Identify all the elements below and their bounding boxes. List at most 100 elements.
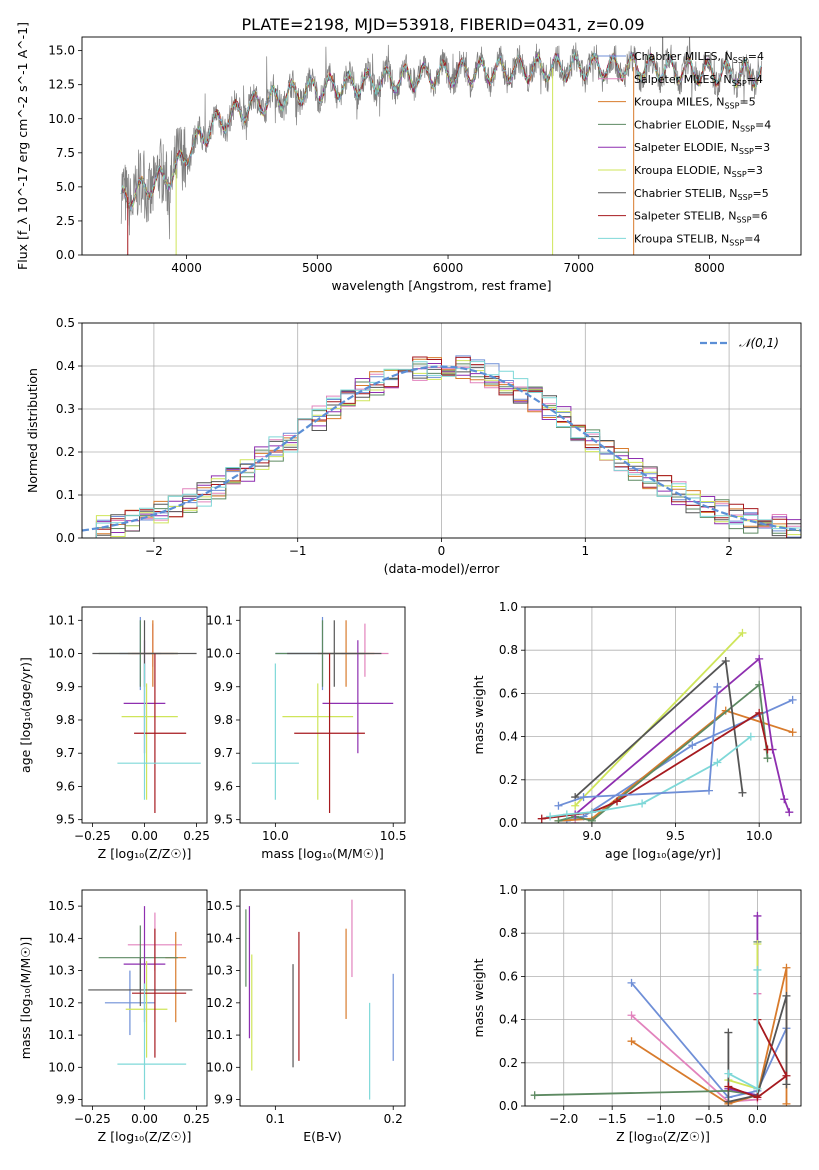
y-tick-label: 0.4 [499,1013,518,1027]
weight-point-marker [724,1069,733,1078]
weight-point-marker [530,1091,539,1100]
y-tick-label: 9.7 [56,746,75,760]
y-tick-label: 9.6 [56,779,75,793]
axes-frame [81,36,802,256]
weight-point-marker [782,963,791,972]
weight-point-marker [753,940,762,948]
y-tick-label: 0.1 [56,488,75,502]
weight-point-marker [613,797,621,806]
x-tick-label: 5000 [302,261,333,275]
y-tick-label: 9.9 [56,680,75,694]
axes-frame [524,889,802,1107]
x-tick-label: 1 [581,544,589,558]
legend-label: Salpeter MILES, NSSP=4 [634,73,763,88]
y-tick-label: 9.6 [214,779,233,793]
y-tick-label: 0.0 [499,816,518,830]
weight-point-marker [746,732,755,741]
y-tick-label: 10.0 [48,112,75,126]
plot-area [92,616,201,814]
weight-point-marker [753,965,762,974]
y-axis-label: mass weight [471,958,486,1037]
legend-label: Salpeter ELODIE, NSSP=3 [634,141,770,156]
x-tick-label: 0.00 [131,829,158,843]
y-tick-label: 10.5 [206,899,233,913]
plot-area [537,628,797,823]
weight-series-line [558,686,719,807]
weight-point-marker [554,816,563,823]
spectrum-panel: 4000 5000 6000 7000 8000 0.0 2.5 5.0 7.5 10.0 12.5… [15,22,802,293]
y-tick-label: 0.4 [499,730,518,744]
weight-point-marker [763,754,772,763]
x-tick-label: −2 [145,544,163,558]
x-axis-label: age [log₁₀(age/yr)] [605,846,721,861]
y-tick-label: 10.4 [48,931,75,945]
x-tick-label: 10.0 [746,829,773,843]
legend-label: Chabrier STELIB, NSSP=5 [634,187,769,202]
legend-label: 𝒩(0,1) [739,336,779,350]
y-tick-label: 1.0 [499,600,518,614]
axes-frame [81,322,802,539]
y-tick-label: 0.3 [56,402,75,416]
weight-point-marker [755,654,764,663]
x-tick-label: 0.25 [183,829,210,843]
y-tick-label: 10.1 [206,613,233,627]
legend-label: Kroupa ELODIE, NSSP=3 [634,164,763,179]
weight-point-marker [788,728,797,737]
weight-point-marker [782,1071,791,1080]
axes-frame [81,889,208,1107]
y-axis-label: age [log₁₀(age/yr)] [18,657,33,773]
y-tick-label: 10.1 [206,1028,233,1042]
weight-point-marker [724,1082,733,1091]
legend-label: Chabrier ELODIE, NSSP=4 [634,118,771,133]
x-tick-label: 0.1 [266,1112,285,1126]
weight-series-line [630,982,788,1099]
figure-title: PLATE=2198, MJD=53918, FIBERID=0431, z=0… [241,15,644,34]
weight-point-marker [571,801,580,810]
plot-area [530,911,791,1106]
weight-point-marker [537,814,546,823]
weight-point-marker [753,1084,762,1093]
model-spectrum-line [120,52,762,211]
x-tick-label: 6000 [433,261,464,275]
y-tick-label: 0.8 [499,643,518,657]
x-axis-label: E(B-V) [303,1129,342,1144]
age-vs-mass-panel: 10.0 10.5 9.5 9.6 9.7 9.8 9.9 10.0 10.1 mass [log… [206,606,407,861]
weight-point-marker [782,1099,791,1106]
legend-label: Kroupa MILES, NSSP=5 [634,96,756,111]
histogram-step [82,361,801,538]
y-tick-label: 0.8 [499,926,518,940]
y-tick-label: 9.8 [56,713,75,727]
y-tick-label: 0.6 [499,686,518,700]
legend-label: Chabrier MILES, NSSP=4 [634,50,764,65]
x-tick-label: −0.25 [74,829,111,843]
axes-frame [81,606,208,824]
weight-point-marker [755,680,764,689]
x-axis-label: Z [log₁₀(Z/Z☉)] [616,1129,710,1144]
weight-series-line [728,1019,788,1099]
axes-frame [239,606,406,824]
x-tick-label: 0.2 [384,1112,403,1126]
x-axis-label: (data-model)/error [384,561,501,576]
weight-point-marker [627,1037,636,1046]
y-tick-label: 10.0 [206,647,233,661]
y-tick-label: 10.5 [48,899,75,913]
y-tick-label: 10.1 [48,1028,75,1042]
x-tick-label: −1 [289,544,307,558]
axes-frame [239,889,406,1107]
residual-histogram-panel: −2 −1 0 1 2 0.0 0.1 0.2 0.3 0.4 0.5 (data-model)/er… [25,316,802,576]
weight-point-marker [738,788,747,797]
weight-point-marker [627,978,636,987]
y-tick-label: 1.0 [499,883,518,897]
age-vs-metallicity-panel: −0.25 0.00 0.25 9.5 9.6 9.7 9.8 9.9 10.0 10.1 Z [l… [18,606,210,861]
weight-point-marker [788,695,797,704]
weight-point-marker [587,808,596,817]
x-tick-label: −1.5 [598,1112,627,1126]
weight-series-line [574,632,744,807]
x-tick-label: 0 [438,544,446,558]
y-tick-label: 9.5 [56,813,75,827]
y-tick-label: 0.2 [56,445,75,459]
y-tick-label: 0.0 [499,1099,518,1113]
y-tick-label: 9.9 [214,1093,233,1107]
x-axis-label: Z [log₁₀(Z/Z☉)] [98,846,192,861]
